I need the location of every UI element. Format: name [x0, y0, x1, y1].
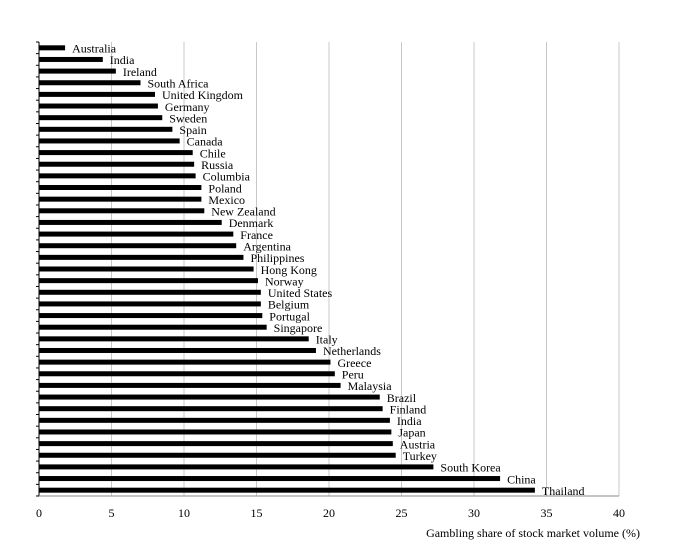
- bar: [39, 208, 205, 214]
- bar-label: Peru: [342, 368, 364, 382]
- bar: [39, 359, 331, 365]
- bar: [39, 452, 396, 458]
- bar-label: Philippines: [250, 251, 304, 265]
- bar-label: Canada: [187, 135, 224, 149]
- bar: [39, 324, 267, 330]
- bar: [39, 173, 196, 179]
- bar-label: Poland: [208, 181, 241, 195]
- bar-label: Netherlands: [323, 344, 381, 358]
- bar: [39, 371, 335, 377]
- bar: [39, 441, 393, 447]
- bar: [39, 301, 261, 307]
- x-tick-label: 25: [396, 506, 408, 520]
- bar-label: United Kingdom: [162, 88, 244, 102]
- bar-label: South Africa: [148, 76, 210, 90]
- bars: [39, 45, 535, 493]
- bar-label: United States: [268, 286, 333, 300]
- bar: [39, 394, 380, 400]
- x-tick-label: 5: [109, 506, 115, 520]
- bar-label: Finland: [390, 402, 427, 416]
- bar-label: New Zealand: [211, 205, 275, 219]
- bar: [39, 196, 202, 202]
- x-axis-ticks: 0 5 10 15 20 25 30 35 40: [36, 41, 625, 520]
- bar-label: Italy: [316, 333, 338, 347]
- bar-label: France: [240, 228, 273, 242]
- grid-lines: [111, 42, 620, 496]
- bar-label: Portugal: [269, 309, 310, 323]
- x-tick-label: 0: [36, 506, 42, 520]
- bar-label: Australia: [72, 42, 117, 56]
- bar: [39, 68, 116, 74]
- x-tick-label: 35: [541, 506, 553, 520]
- bar-label: Denmark: [229, 216, 274, 230]
- bar: [39, 336, 309, 342]
- bar: [39, 313, 263, 319]
- bar: [39, 80, 141, 86]
- bar: [39, 243, 237, 249]
- bar-label: South Korea: [440, 461, 501, 475]
- bar-label: India: [397, 414, 422, 428]
- bar-label: Chile: [200, 146, 226, 160]
- bar: [39, 476, 501, 482]
- bar: [39, 382, 341, 388]
- bar-label: Argentina: [243, 239, 291, 253]
- bar-label: Sweden: [169, 111, 207, 125]
- bar-label: Singapore: [274, 321, 323, 335]
- bar-label: Turkey: [403, 449, 437, 463]
- bar-label: Malaysia: [348, 379, 393, 393]
- bar-label: Columbia: [203, 170, 251, 184]
- bar: [39, 126, 173, 132]
- bar: [39, 103, 158, 109]
- bar: [39, 150, 193, 156]
- bar-label: Greece: [337, 356, 371, 370]
- bar: [39, 417, 390, 423]
- bar: [39, 138, 180, 144]
- x-tick-label: 15: [251, 506, 263, 520]
- bar-label: China: [507, 472, 536, 486]
- x-tick-label: 20: [323, 506, 335, 520]
- bar: [39, 219, 222, 225]
- bar-label: Thailand: [542, 484, 585, 498]
- bar-label: Japan: [398, 426, 425, 440]
- bar: [39, 464, 434, 470]
- bar: [39, 45, 66, 51]
- x-tick-label: 40: [613, 506, 625, 520]
- bar: [39, 91, 155, 97]
- bar-label: Ireland: [123, 65, 157, 79]
- bar: [39, 56, 103, 62]
- bar-label: Austria: [400, 437, 436, 451]
- bar: [39, 487, 535, 493]
- bar-label: Belgium: [268, 298, 310, 312]
- bar: [39, 254, 244, 260]
- x-tick-label: 30: [468, 506, 480, 520]
- bar: [39, 185, 202, 191]
- bar: [39, 406, 383, 412]
- bar-label: Germany: [165, 100, 210, 114]
- bar-label: India: [110, 53, 135, 67]
- bar-label: Brazil: [387, 391, 417, 405]
- bar: [39, 347, 316, 353]
- bar: [39, 278, 258, 284]
- bar-label: Mexico: [208, 193, 245, 207]
- bar-label: Norway: [265, 274, 304, 288]
- bar-label: Spain: [179, 123, 206, 137]
- bar: [39, 115, 163, 121]
- x-tick-label: 10: [178, 506, 190, 520]
- bar: [39, 289, 261, 295]
- x-axis-title: Gambling share of stock market volume (%…: [426, 526, 640, 540]
- bar-label: Russia: [201, 158, 234, 172]
- bar-label: Hong Kong: [261, 263, 317, 277]
- bar: [39, 231, 234, 237]
- bar: [39, 266, 254, 272]
- bar: [39, 429, 392, 435]
- bar: [39, 161, 195, 167]
